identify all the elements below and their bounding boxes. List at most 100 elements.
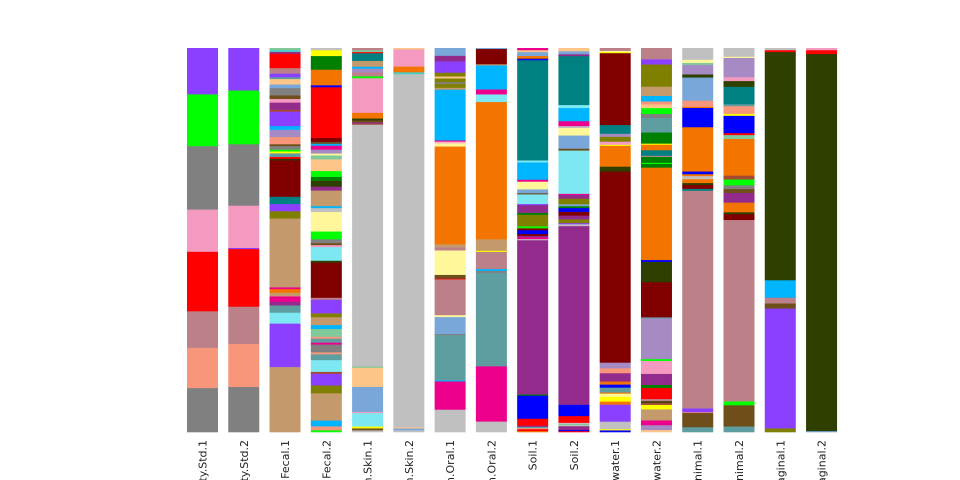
bar-segment <box>517 394 549 396</box>
bar-segment <box>723 213 755 221</box>
bar-segment <box>269 111 301 127</box>
bar-segment <box>640 95 672 102</box>
bar-segment <box>310 48 342 51</box>
bar-segment <box>310 328 342 337</box>
bar-segment <box>640 144 672 151</box>
bar-segment <box>558 120 590 127</box>
bar-segment <box>764 428 796 433</box>
bar-segment <box>640 107 672 115</box>
bar-segment <box>228 205 260 248</box>
bar-segment <box>434 381 466 410</box>
bar-segment <box>434 247 466 251</box>
bar-Human.Skin.1 <box>352 48 384 433</box>
bar-segment <box>558 194 590 199</box>
bar-segment <box>764 303 796 309</box>
bar-segment <box>269 211 301 219</box>
bar-segment <box>269 149 301 152</box>
bar-segment <box>599 387 631 393</box>
x-tick-label: ewater.2 <box>651 440 664 480</box>
bar-segment <box>599 141 631 145</box>
bar-segment <box>352 366 384 368</box>
bar-segment <box>187 347 218 389</box>
bar-segment <box>269 51 301 54</box>
bar-segment <box>517 58 549 61</box>
x-tick-label: /aginal.2 <box>816 440 829 480</box>
x-tick-label: ewater.1 <box>609 440 622 480</box>
bar-segment <box>310 352 342 355</box>
bar-segment <box>269 160 301 197</box>
bar-segment <box>599 396 631 402</box>
bar-Human.Oral.1 <box>434 48 466 433</box>
bar-segment <box>310 159 342 172</box>
bar-segment <box>640 155 672 157</box>
bar-segment <box>434 314 466 318</box>
bar-segment <box>723 202 755 213</box>
bar-segment <box>599 171 631 363</box>
bar-segment <box>599 144 631 146</box>
bar-segment <box>310 153 342 156</box>
bar-segment <box>558 51 590 55</box>
bar-segment <box>599 145 631 167</box>
bar-segment <box>723 185 755 190</box>
bar-segment <box>764 51 796 281</box>
bar-segment <box>599 50 631 53</box>
bar-segment <box>187 311 218 348</box>
bar-segment <box>640 404 672 410</box>
bar-segment <box>269 203 301 212</box>
bar-segment <box>682 411 714 414</box>
bar-segment <box>723 103 755 107</box>
x-tick-label: nity.Std.2 <box>238 440 251 480</box>
bar-segment <box>558 211 590 216</box>
bar-segment <box>723 192 755 203</box>
bar-segment <box>269 156 301 159</box>
bar-segment <box>269 288 301 293</box>
bar-segment <box>228 306 260 344</box>
bar-segment <box>269 125 301 130</box>
bar-segment <box>228 48 260 91</box>
bar-segment <box>393 427 425 429</box>
bar-segment <box>475 65 507 90</box>
bar-segment <box>269 366 301 433</box>
bar-segment <box>682 188 714 191</box>
bar-segment <box>806 430 838 433</box>
bar-segment <box>310 299 342 314</box>
bar-Vaginal.2 <box>806 48 838 433</box>
bar-segment <box>599 421 631 430</box>
bar-segment <box>352 118 384 121</box>
bar-segment <box>475 94 507 103</box>
bar-segment <box>599 52 631 126</box>
bar-segment <box>310 324 342 329</box>
bar-segment <box>269 102 301 110</box>
bar-segment <box>517 418 549 426</box>
bar-segment <box>517 48 549 51</box>
bar-segment <box>310 211 342 232</box>
bar-segment <box>517 57 549 60</box>
bar-segment <box>228 386 260 433</box>
bar-segment <box>310 344 342 353</box>
bar-segment <box>682 59 714 63</box>
bars-group <box>187 48 838 433</box>
bar-segment <box>310 155 342 160</box>
bar-Community.Std.2 <box>228 48 260 433</box>
bar-segment <box>558 55 590 106</box>
bar-segment <box>228 90 260 145</box>
bar-segment <box>682 182 714 186</box>
bar-segment <box>310 239 342 244</box>
bar-segment <box>558 225 590 405</box>
bar-segment <box>187 94 218 147</box>
bar-segment <box>723 179 755 186</box>
bar-segment <box>764 48 796 51</box>
bar-segment <box>434 334 466 381</box>
bar-segment <box>352 72 384 77</box>
bar-segment <box>517 55 549 58</box>
bar-segment <box>723 115 755 134</box>
bar-segment <box>517 204 549 213</box>
bar-segment <box>475 48 507 50</box>
bar-Vaginal.1 <box>764 48 796 433</box>
bar-segment <box>723 426 755 433</box>
bar-segment <box>558 207 590 212</box>
bar-segment <box>269 287 301 290</box>
bar-segment <box>682 190 714 409</box>
bar-segment <box>310 430 342 433</box>
